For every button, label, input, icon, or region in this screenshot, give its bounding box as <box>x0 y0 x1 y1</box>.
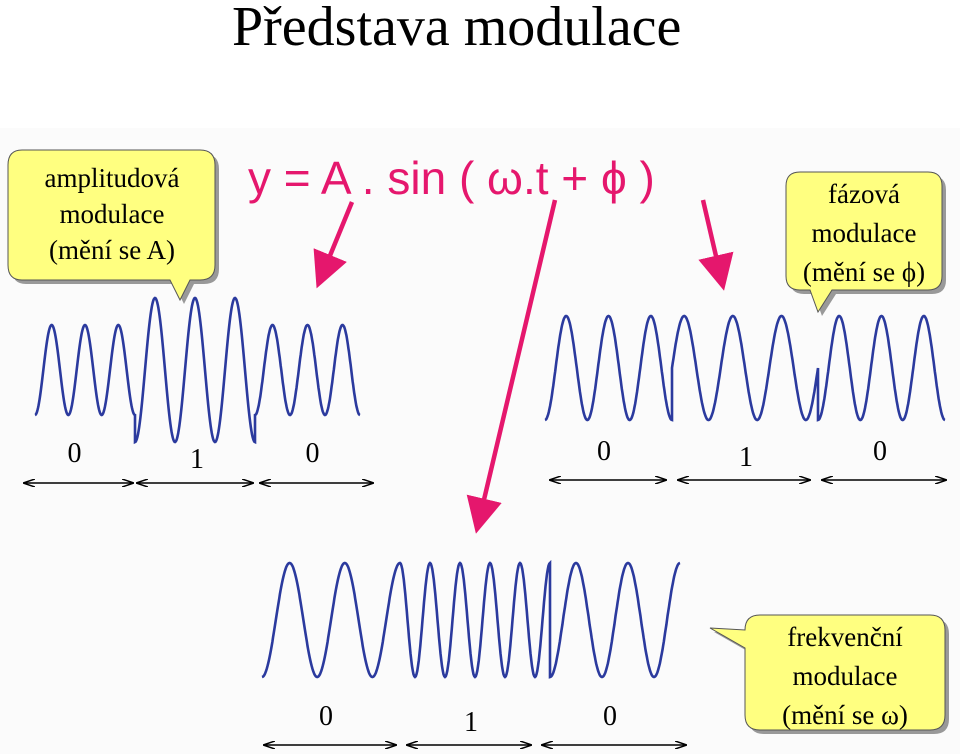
callout-text: (mění se ϕ) <box>803 257 925 287</box>
bit-label: 1 <box>739 442 753 473</box>
waveform <box>261 559 681 679</box>
callout-text: modulace <box>812 218 917 248</box>
bit-label: 0 <box>319 701 333 732</box>
pointer-arrows <box>313 199 734 534</box>
callout-text: (mění se ω) <box>782 700 908 730</box>
callout-text: fázová <box>828 179 900 209</box>
title: Představa modulace <box>232 0 681 58</box>
waveform <box>544 314 946 422</box>
waveform <box>34 296 361 445</box>
callout-text: frekvenční <box>787 622 903 652</box>
bit-label: 0 <box>603 701 617 732</box>
callout-text: (mění se A) <box>49 235 175 265</box>
callout-text: modulace <box>60 199 165 229</box>
bit-label: 0 <box>597 436 611 467</box>
bit-label: 1 <box>190 444 204 475</box>
callouts <box>7 149 949 734</box>
callout-text: modulace <box>793 661 898 691</box>
bit-label: 0 <box>306 438 320 469</box>
callout-text: amplitudová <box>45 163 180 193</box>
formula: y = A . sin ( ω.t + ϕ ) <box>248 152 655 204</box>
bit-label: 0 <box>68 438 82 469</box>
bit-label: 1 <box>464 707 478 738</box>
bit-label: 0 <box>873 436 887 467</box>
